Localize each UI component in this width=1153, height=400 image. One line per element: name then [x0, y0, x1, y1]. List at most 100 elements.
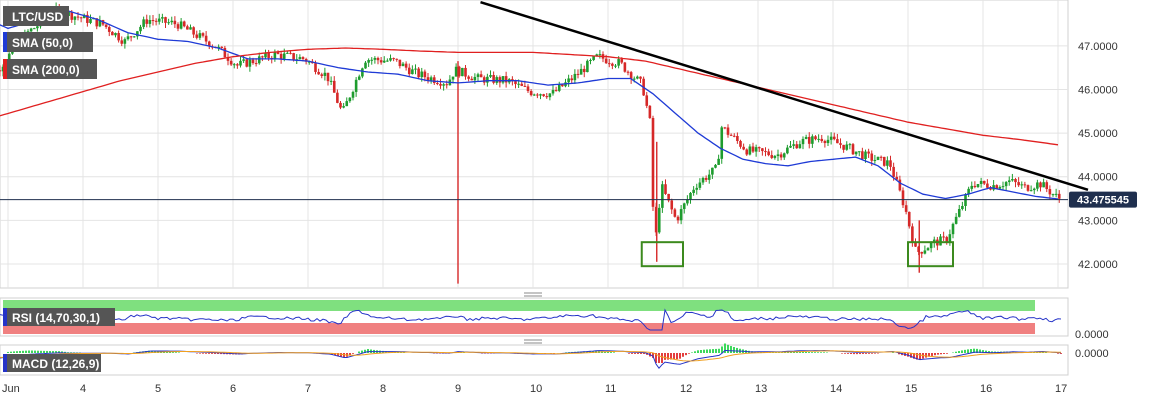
candle-body	[276, 52, 280, 54]
candle-body	[26, 31, 30, 33]
macd-bar	[586, 351, 588, 353]
candle-body	[551, 90, 555, 94]
macd-bar	[943, 353, 945, 354]
legend-macd[interactable]: MACD (12,26,9)	[3, 354, 101, 372]
macd-bar	[703, 349, 705, 353]
macd-bar	[208, 353, 210, 354]
candle-body	[36, 26, 39, 29]
macd-bar	[925, 353, 927, 358]
candle-body	[776, 154, 780, 156]
macd-bar	[637, 353, 639, 354]
candle-body	[995, 185, 999, 189]
candle-body	[1054, 193, 1058, 195]
macd-bar	[667, 353, 669, 360]
macd-bar	[55, 351, 57, 353]
macd-bar	[10, 351, 12, 353]
candle-body	[514, 81, 517, 85]
candle-body	[361, 68, 364, 77]
candle-body	[517, 83, 520, 85]
macd-bar	[685, 353, 687, 356]
candle-body	[914, 242, 917, 247]
macd-bar	[340, 353, 342, 357]
macd-bar	[1045, 352, 1047, 353]
candle-body	[807, 136, 811, 144]
macd-bar	[205, 353, 207, 354]
candle-body	[839, 143, 842, 145]
macd-bar	[16, 351, 18, 353]
candle-body	[182, 21, 186, 27]
candle-body	[1032, 188, 1036, 191]
candle-body	[939, 236, 942, 246]
candle-body	[986, 183, 989, 188]
y-tick-label: 45.0000	[1078, 128, 1118, 140]
legend-sma-200[interactable]: SMA (200,0)	[3, 59, 97, 79]
candle-body	[567, 78, 570, 83]
candle-body	[154, 20, 158, 22]
candle-body	[539, 94, 542, 96]
macd-bar	[958, 351, 960, 353]
legend-ltcusd[interactable]: LTC/USD	[3, 6, 69, 26]
macd-bar	[898, 353, 900, 355]
candle-body	[317, 71, 320, 75]
macd-bar	[679, 353, 681, 359]
candle-body	[326, 72, 330, 82]
candle-body	[526, 86, 530, 92]
candle-body	[351, 91, 355, 98]
sma-200-label: SMA (200,0)	[12, 63, 80, 77]
legend-sma-50[interactable]: SMA (50,0)	[3, 32, 93, 52]
candle-body	[161, 17, 164, 19]
x-tick-label: 6	[230, 383, 236, 395]
candle-body	[748, 146, 752, 155]
support-boxes	[640, 241, 954, 268]
candle-body	[795, 144, 799, 149]
resize-grip-rsi[interactable]	[524, 292, 542, 297]
legend-rsi[interactable]: RSI (14,70,30,1)	[3, 308, 115, 326]
candle-body	[1001, 186, 1005, 188]
candle-body	[570, 78, 574, 81]
svg-text:43.475545: 43.475545	[1077, 195, 1129, 207]
macd-bar	[991, 351, 993, 353]
candle-body	[982, 180, 986, 184]
x-tick-label: 15	[905, 383, 917, 395]
macd-bar	[49, 350, 51, 353]
candle-body	[751, 146, 755, 152]
macd-bar	[364, 349, 366, 353]
candle-body	[661, 184, 664, 208]
candle-body	[189, 27, 192, 30]
candle-body	[923, 250, 927, 254]
candle-body	[886, 160, 889, 166]
candle-body	[657, 207, 661, 233]
macd-bar	[46, 350, 48, 353]
candle-body	[423, 71, 427, 78]
resize-grip-macd[interactable]	[524, 339, 542, 344]
candle-body	[639, 76, 642, 79]
candle-body	[1048, 189, 1052, 195]
candle-body	[670, 200, 674, 210]
candle-body	[489, 75, 492, 77]
macd-bar	[928, 353, 930, 357]
macd-bar	[31, 350, 33, 353]
candle-body	[273, 52, 277, 60]
candle-body	[607, 63, 611, 65]
candle-body	[854, 151, 858, 155]
candle-body	[701, 177, 705, 183]
candle-body	[732, 135, 736, 137]
macd-bar	[955, 351, 957, 353]
candle-body	[836, 139, 839, 144]
candle-body	[845, 144, 849, 150]
candle-body	[367, 60, 370, 63]
candle-body	[1042, 182, 1045, 188]
candle-body	[245, 59, 249, 67]
candle-body	[561, 84, 564, 87]
macd-bar	[979, 349, 981, 353]
candle-body	[529, 91, 533, 96]
candle-body	[911, 226, 914, 243]
candle-body	[479, 74, 483, 78]
macd-bar	[172, 352, 174, 353]
candle-body	[120, 40, 124, 44]
macd-bar	[712, 349, 714, 353]
candle-body	[82, 14, 86, 19]
x-tick-label: 7	[305, 383, 311, 395]
macd-bar	[367, 349, 369, 353]
candle-body	[557, 84, 561, 91]
